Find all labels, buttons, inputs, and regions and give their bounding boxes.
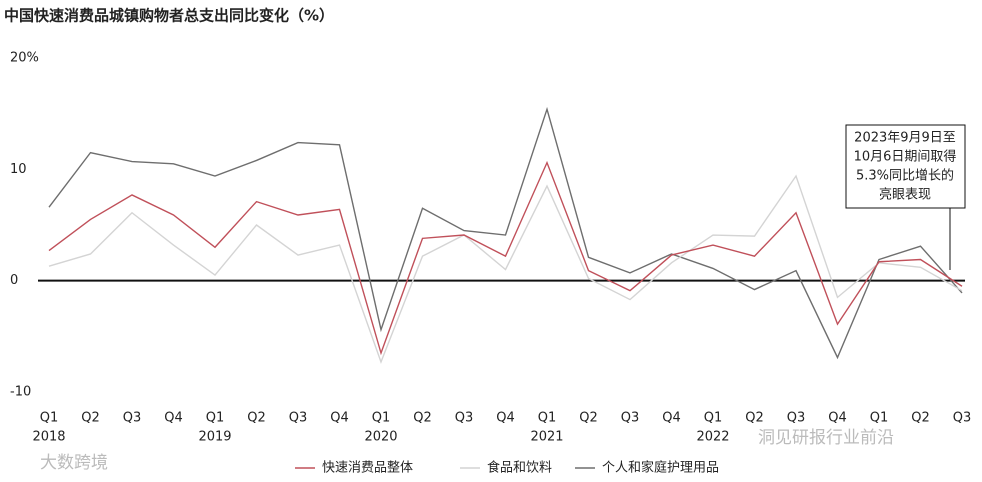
- x-group-label: 2018: [32, 430, 65, 445]
- y-tick-label: 20%: [10, 51, 39, 66]
- x-group-label: 2022: [696, 430, 729, 445]
- annotation-text: 10月6日期间取得: [854, 149, 957, 165]
- x-tick-label: Q1: [206, 411, 225, 426]
- x-group-label: 2019: [198, 430, 231, 445]
- y-tick-label: 10: [10, 162, 27, 177]
- x-tick-label: Q3: [787, 411, 806, 426]
- legend-label: 快速消费品整体: [322, 461, 413, 476]
- x-tick-label: Q1: [704, 411, 723, 426]
- x-tick-label: Q3: [621, 411, 640, 426]
- annotation-text: 5.3%同比增长的: [856, 168, 954, 184]
- x-tick-label: Q4: [662, 411, 681, 426]
- y-tick-label: 0: [10, 273, 18, 288]
- x-tick-label: Q2: [247, 411, 266, 426]
- x-group-label: 2021: [530, 430, 563, 445]
- x-tick-label: Q1: [538, 411, 557, 426]
- y-tick-label: -10: [10, 385, 31, 400]
- x-group-label: 2020: [364, 430, 397, 445]
- annotation-box: [845, 124, 966, 209]
- x-tick-label: Q1: [372, 411, 391, 426]
- watermark: 大数跨境: [40, 453, 108, 473]
- x-tick-label: Q2: [413, 411, 432, 426]
- x-tick-label: Q2: [579, 411, 598, 426]
- chart-title: 中国快速消费品城镇购物者总支出同比变化（%）: [4, 7, 334, 25]
- x-tick-label: Q1: [40, 411, 59, 426]
- annotation-text: 2023年9月9日至: [854, 131, 956, 146]
- x-tick-label: Q4: [164, 411, 183, 426]
- series-line: [48, 106, 963, 360]
- x-tick-label: Q2: [81, 411, 100, 426]
- x-tick-label: Q3: [455, 411, 474, 426]
- x-tick-label: Q3: [289, 411, 308, 426]
- x-tick-label: Q4: [828, 411, 847, 426]
- legend-label: 个人和家庭护理用品: [602, 460, 719, 476]
- series-line: [48, 174, 963, 364]
- x-tick-label: Q2: [745, 411, 764, 426]
- x-tick-label: Q4: [330, 411, 349, 426]
- x-tick-label: Q3: [123, 411, 142, 426]
- x-tick-label: Q2: [911, 411, 930, 426]
- x-tick-label: Q4: [496, 411, 515, 426]
- annotation-text: 亮眼表现: [879, 187, 931, 203]
- legend-label: 食品和饮料: [487, 460, 552, 476]
- x-tick-label: Q1: [870, 411, 889, 426]
- x-tick-label: Q3: [953, 411, 972, 426]
- watermark: 洞见研报行业前沿: [758, 428, 894, 448]
- series-line: [48, 160, 963, 356]
